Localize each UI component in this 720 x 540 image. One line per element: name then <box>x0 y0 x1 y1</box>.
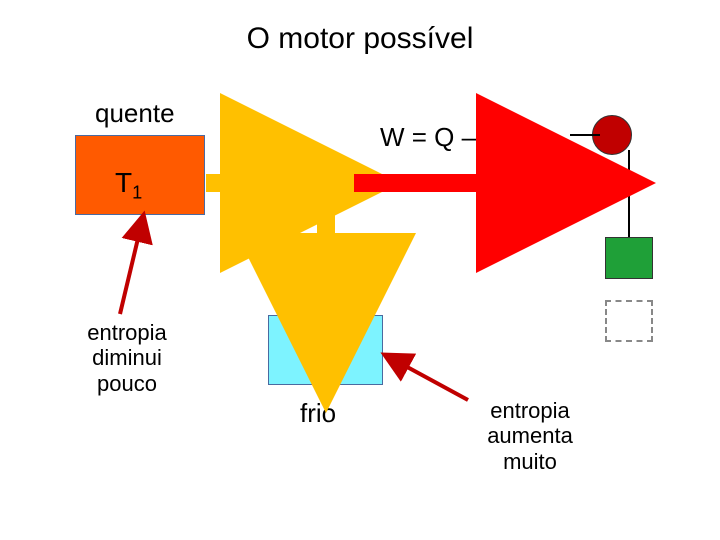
rope-horizontal <box>570 134 600 136</box>
hot-label: quente <box>95 98 175 129</box>
w-label: W = Q – q <box>380 122 498 153</box>
q-lower-label: q <box>342 248 356 279</box>
entropy-increase-text: entropia aumenta muito <box>470 398 590 474</box>
t1-label: T1 <box>115 167 142 204</box>
t2-sub: 2 <box>315 346 325 366</box>
t2-text: T <box>298 330 315 361</box>
t1-text: T <box>115 167 132 198</box>
entropy-decrease-arrow <box>120 230 140 314</box>
engine-circle <box>300 157 352 209</box>
entropy-increase-arrow <box>398 362 468 400</box>
weight-block-dashed <box>605 300 653 342</box>
cold-label: frio <box>300 398 336 429</box>
entropy-decrease-text: entropia diminui pouco <box>72 320 182 396</box>
rope-end-ball <box>553 170 579 196</box>
t2-label: T2 <box>298 330 325 367</box>
page-title: O motor possível <box>0 22 720 56</box>
t1-sub: 1 <box>132 183 142 203</box>
q-upper-label: Q <box>242 130 262 161</box>
rope-vertical <box>628 150 630 240</box>
cold-reservoir-box <box>268 315 383 385</box>
weight-block <box>605 237 653 279</box>
